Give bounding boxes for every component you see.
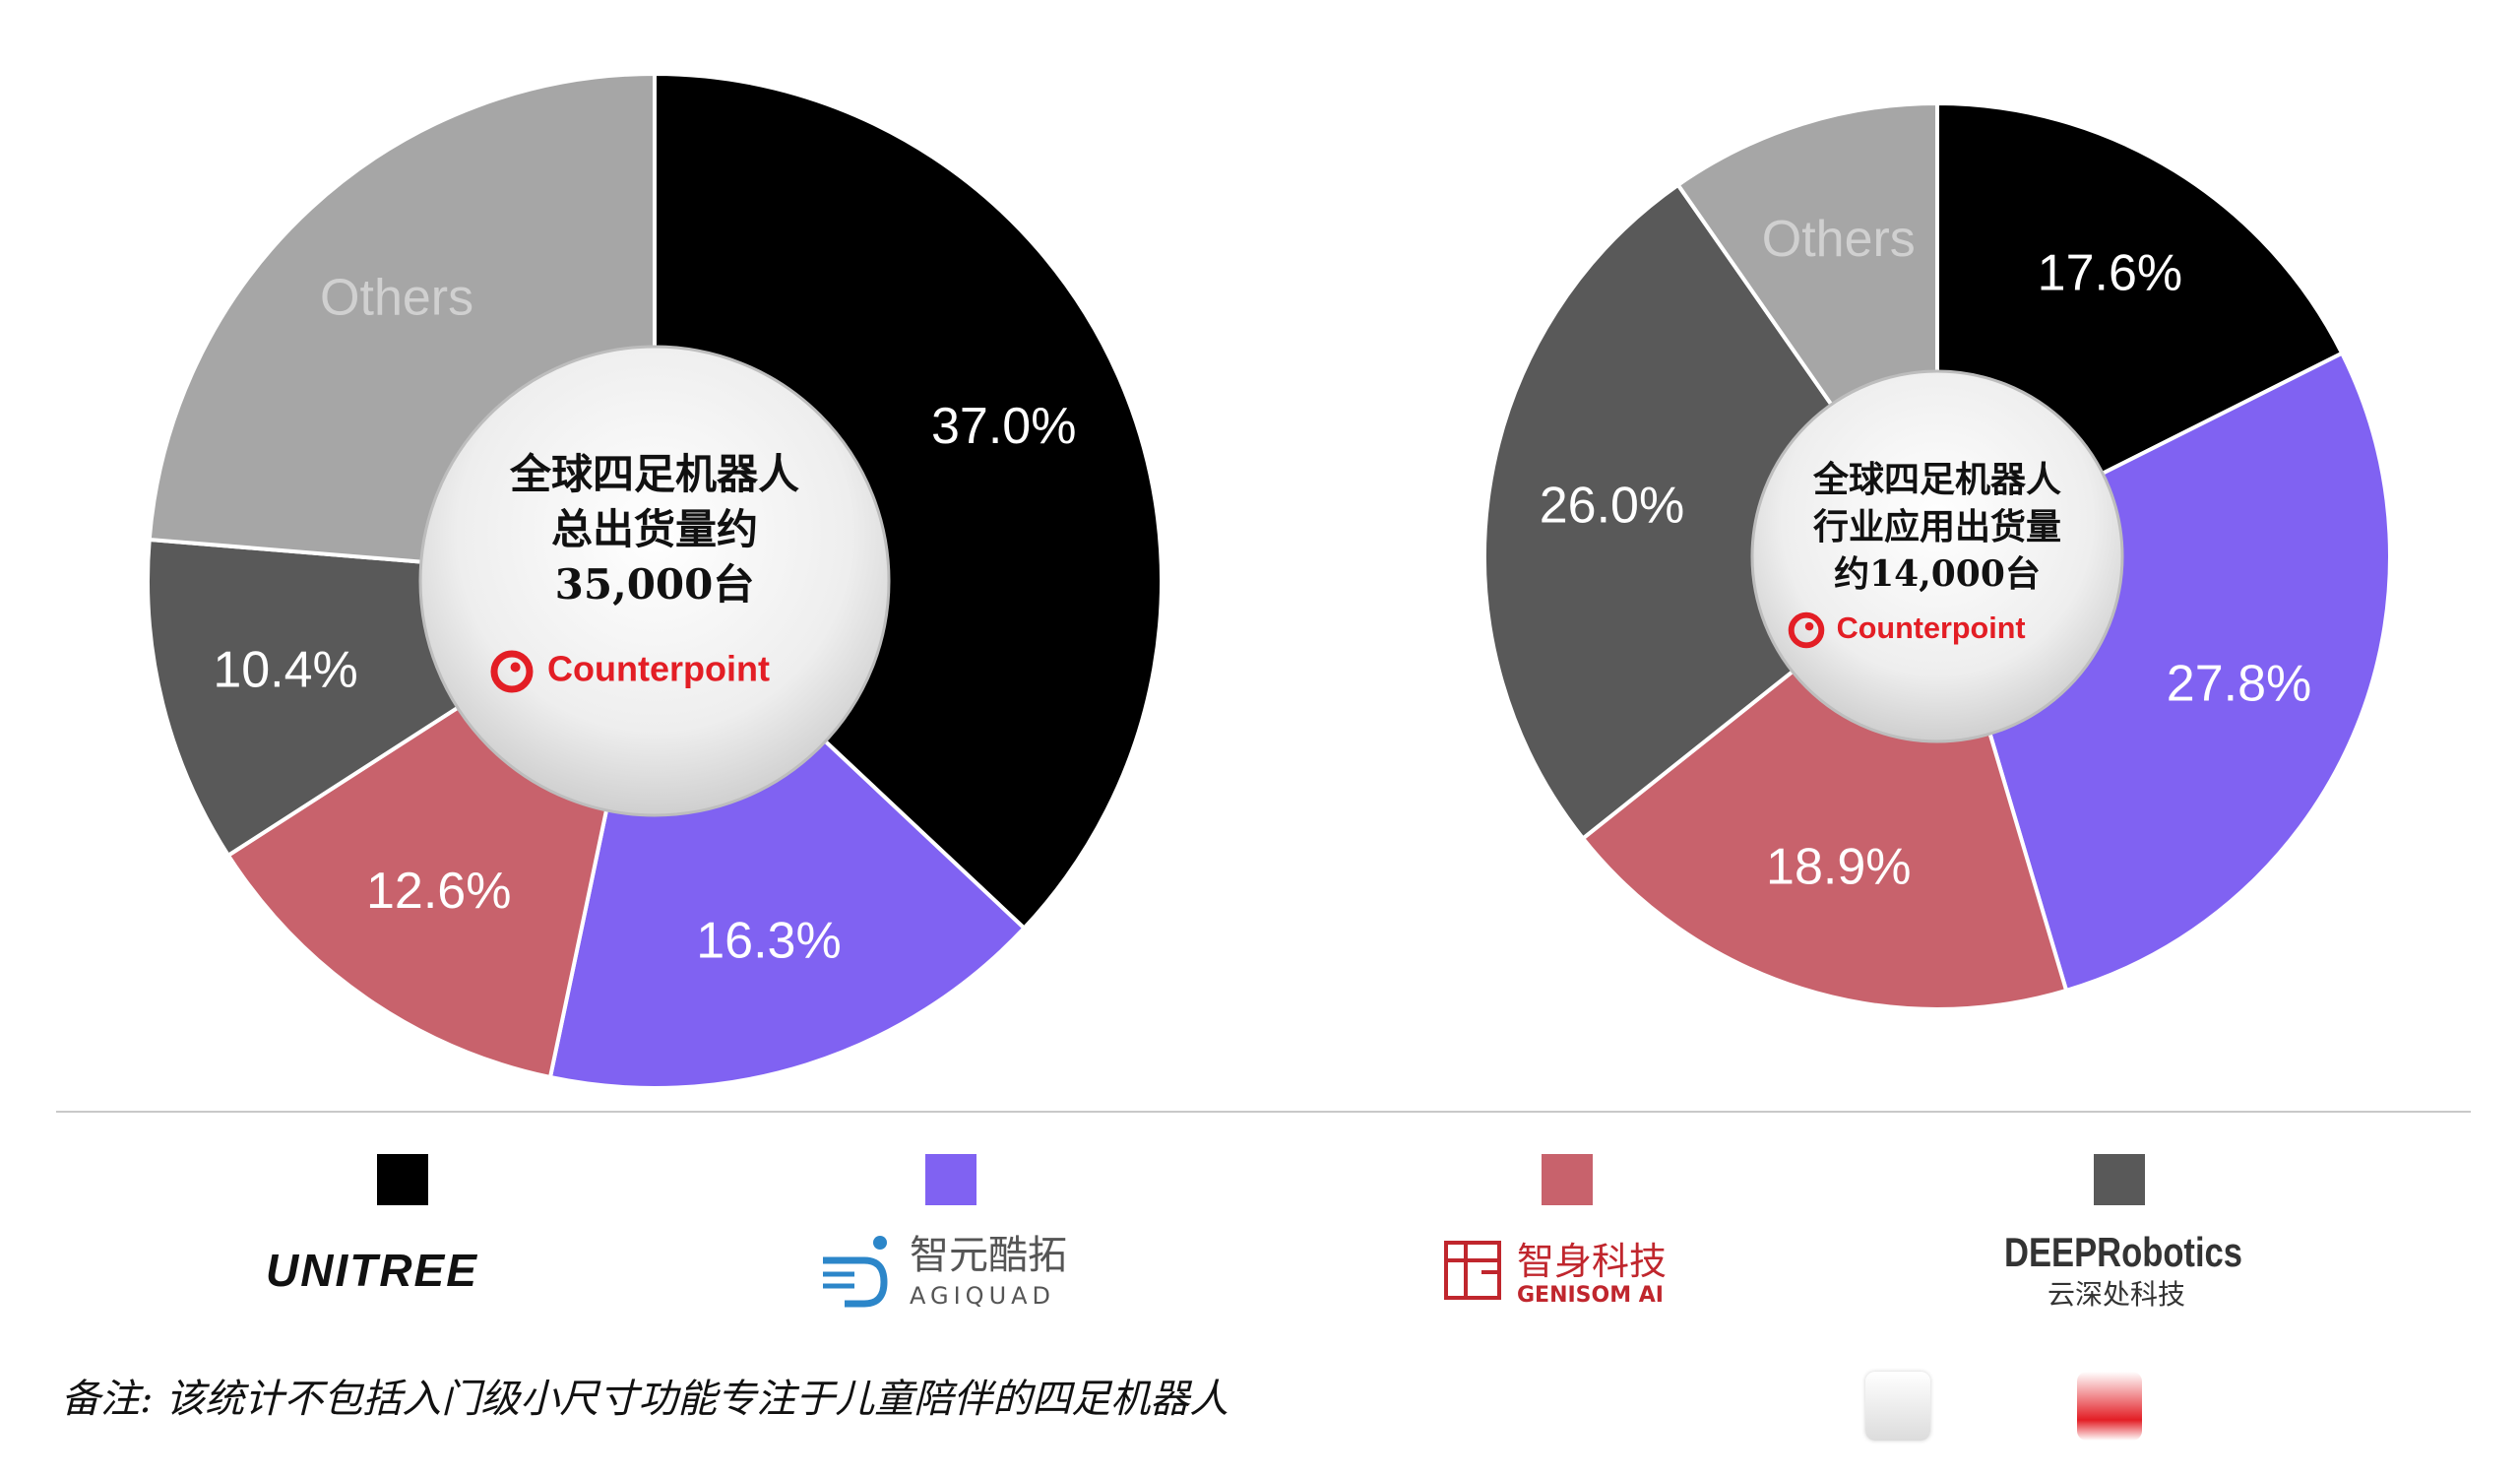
- counterpoint-logo-icon-1: [1788, 611, 1825, 649]
- legend-swatch-genisom: [1542, 1154, 1593, 1205]
- brand-agiquad: 智元酷拓 AGIQUAD: [815, 1221, 1110, 1310]
- brand-unitree: UNITREE: [266, 1221, 532, 1310]
- brand-unitree-text: UNITREE: [266, 1245, 478, 1296]
- legend-swatch-unitree: [377, 1154, 428, 1205]
- brand-genisom-sub: GENISOM AI: [1517, 1283, 1664, 1308]
- slice-label-0-0: 37.0%: [931, 398, 1076, 455]
- slice-label-1-2: 18.9%: [1766, 838, 1911, 895]
- brand-deeprobotics: DEEPRobotics 云深处科技: [1998, 1221, 2254, 1311]
- brand-deeprobotics-sub: 云深处科技: [2048, 1278, 2185, 1310]
- slice-label-0-4: Others: [320, 270, 473, 327]
- divider: [56, 1111, 2471, 1113]
- footnote: 备注: 该统计不包括入门级小尺寸功能专注于儿童陪伴的四足机器人: [61, 1377, 1229, 1422]
- center-text-1-1: 行业应用出货量: [1813, 506, 2061, 547]
- slice-label-0-3: 10.4%: [213, 641, 357, 698]
- watermark-button-left: [1865, 1372, 1930, 1441]
- brand-agiquad-text: 智元酷拓: [910, 1233, 1067, 1278]
- brand-genisom: 智身科技 GENISOM AI: [1442, 1221, 1698, 1310]
- agiquad-logo-icon: [823, 1236, 888, 1308]
- legend-swatch-agiquad: [925, 1154, 976, 1205]
- pie-center-0: [418, 345, 891, 817]
- legend-swatch-deeprobotics: [2094, 1154, 2145, 1205]
- pie-center-1: [1750, 369, 2124, 743]
- slice-label-0-2: 12.6%: [366, 863, 511, 920]
- slice-label-1-3: 26.0%: [1540, 478, 1684, 535]
- brand-genisom-text: 智身科技: [1517, 1240, 1667, 1283]
- counterpoint-logo-icon-0: [490, 650, 534, 693]
- genisom-logo-icon: [1444, 1241, 1501, 1300]
- pie-chart-industry: 17.6% 27.8% 18.9% 26.0% Others 全球四足机器人行业应用出货量…: [1482, 100, 2393, 1011]
- slice-label-1-4: Others: [1762, 211, 1916, 268]
- center-text-1-2: 约14,000台: [1834, 553, 2041, 595]
- counterpoint-logo-text-0: Counterpoint: [547, 649, 770, 689]
- slice-label-1-0: 17.6%: [2038, 245, 2182, 302]
- counterpoint-logo-text-1: Counterpoint: [1837, 611, 2026, 645]
- pie-slice-1-3: [1482, 182, 1940, 842]
- center-text-0-1: 总出货量约: [551, 505, 758, 553]
- center-text-0-2: 35,000台: [555, 560, 755, 609]
- brand-agiquad-sub: AGIQUAD: [910, 1282, 1055, 1310]
- brand-deeprobotics-text: DEEPRobotics: [2004, 1229, 2242, 1275]
- slice-label-1-1: 27.8%: [2167, 655, 2311, 712]
- center-text-0-0: 全球四足机器人: [509, 450, 799, 498]
- pie-slice-0-0: [653, 71, 1164, 932]
- watermark-button-right: [2077, 1372, 2142, 1441]
- slice-label-0-1: 16.3%: [696, 912, 841, 969]
- center-text-1-0: 全球四足机器人: [1812, 459, 2061, 500]
